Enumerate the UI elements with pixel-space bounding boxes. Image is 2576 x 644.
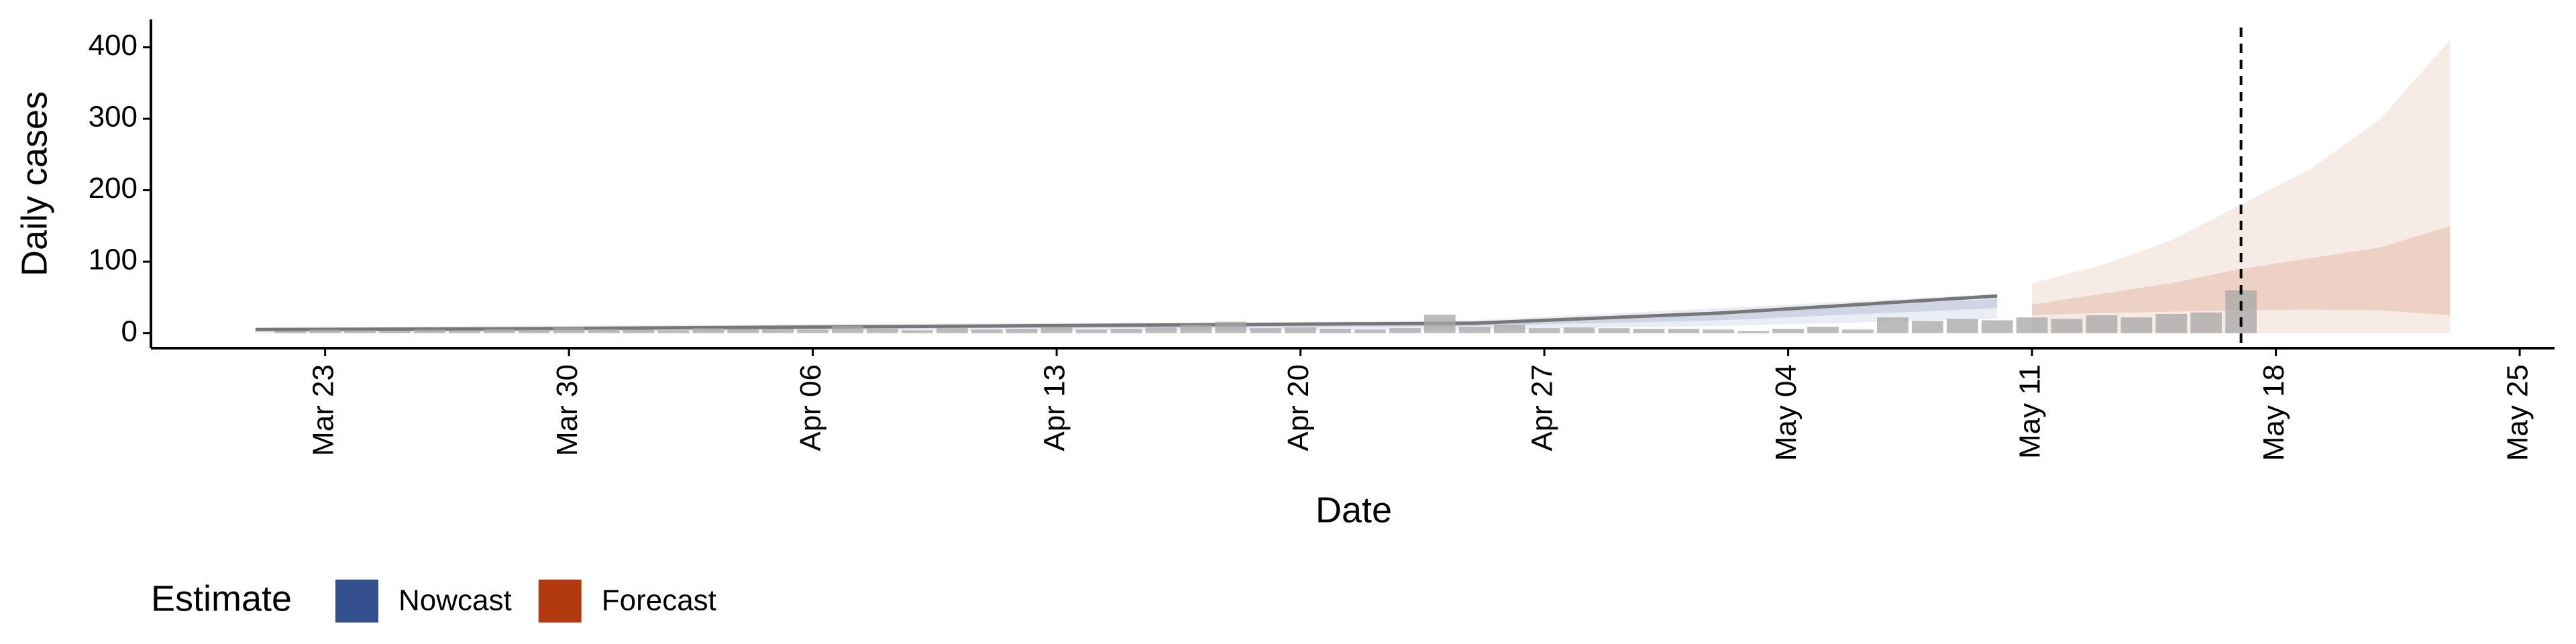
bar <box>2225 290 2257 333</box>
bar <box>1703 329 1735 333</box>
bar <box>1250 328 1282 333</box>
y-tick-label: 100 <box>89 244 138 276</box>
bar <box>727 329 759 333</box>
legend-swatch <box>538 580 582 623</box>
bar <box>518 329 550 333</box>
bar <box>867 329 898 333</box>
bar <box>1110 329 1142 333</box>
bar <box>1354 329 1386 333</box>
bar <box>274 331 307 333</box>
bar <box>623 329 655 333</box>
bar <box>2155 313 2188 333</box>
x-tick-label: May 11 <box>2014 364 2047 459</box>
bar <box>2121 317 2153 333</box>
bar <box>1458 327 1491 333</box>
bar <box>2051 319 2083 333</box>
bar <box>902 330 933 333</box>
bar <box>657 330 690 333</box>
bar <box>483 329 515 333</box>
legend-swatch <box>335 580 378 623</box>
bar <box>1424 314 1456 333</box>
ribbon <box>255 299 1998 331</box>
bar <box>1006 329 1038 333</box>
bar <box>414 329 445 333</box>
bar <box>1668 329 1700 333</box>
bar <box>1528 328 1560 333</box>
ribbon <box>255 294 1998 333</box>
bar <box>344 330 376 333</box>
bar <box>1145 327 1177 333</box>
bar <box>1981 320 2013 333</box>
bar <box>1633 329 1665 333</box>
bar <box>1493 324 1525 333</box>
x-axis-title: Date <box>1316 490 1392 530</box>
bar <box>1040 327 1073 333</box>
y-tick-label: 400 <box>89 29 138 62</box>
y-axis-title: Daily cases <box>14 91 54 276</box>
x-tick-label: May 04 <box>1770 364 1803 461</box>
bar <box>1598 328 1630 333</box>
median-line <box>255 294 1998 331</box>
bar <box>1946 319 1978 333</box>
bar <box>379 331 411 333</box>
y-tick-label: 300 <box>89 101 138 133</box>
bar <box>1842 329 1874 333</box>
bar <box>1911 321 1943 333</box>
bar <box>1285 327 1316 333</box>
bar <box>588 329 620 333</box>
bar <box>936 328 968 333</box>
y-tick-label: 200 <box>89 172 138 205</box>
bar <box>309 329 341 333</box>
y-tick-label: 0 <box>121 315 138 347</box>
bar <box>1389 328 1421 333</box>
bar <box>1563 327 1595 333</box>
x-tick-label: Mar 30 <box>551 364 584 456</box>
bar <box>2016 317 2048 333</box>
x-tick-label: Apr 20 <box>1282 364 1315 451</box>
x-tick-label: Apr 27 <box>1526 364 1559 451</box>
x-tick-label: May 18 <box>2257 364 2290 461</box>
legend-title: Estimate <box>151 578 292 619</box>
bar <box>2086 315 2118 333</box>
ribbon <box>2032 40 2451 333</box>
bar <box>971 329 1003 333</box>
bar <box>832 325 863 333</box>
bar <box>553 327 585 333</box>
bar <box>1180 324 1212 333</box>
bar <box>692 328 724 333</box>
bar <box>1075 329 1108 333</box>
bar <box>1877 317 1909 333</box>
bar <box>1215 321 1247 333</box>
x-tick-label: May 25 <box>2502 364 2534 461</box>
bar <box>2190 312 2222 333</box>
x-tick-label: Apr 06 <box>794 364 827 451</box>
bar <box>762 329 794 333</box>
bar <box>1737 331 1770 333</box>
x-tick-label: Mar 23 <box>307 364 339 456</box>
x-tick-label: Apr 13 <box>1038 364 1071 451</box>
bar <box>1320 329 1351 333</box>
bar <box>1807 327 1839 333</box>
legend-label: Forecast <box>602 584 716 617</box>
bar <box>448 330 480 333</box>
bar <box>1772 329 1804 333</box>
legend-label: Nowcast <box>398 584 512 617</box>
bar <box>797 329 828 333</box>
